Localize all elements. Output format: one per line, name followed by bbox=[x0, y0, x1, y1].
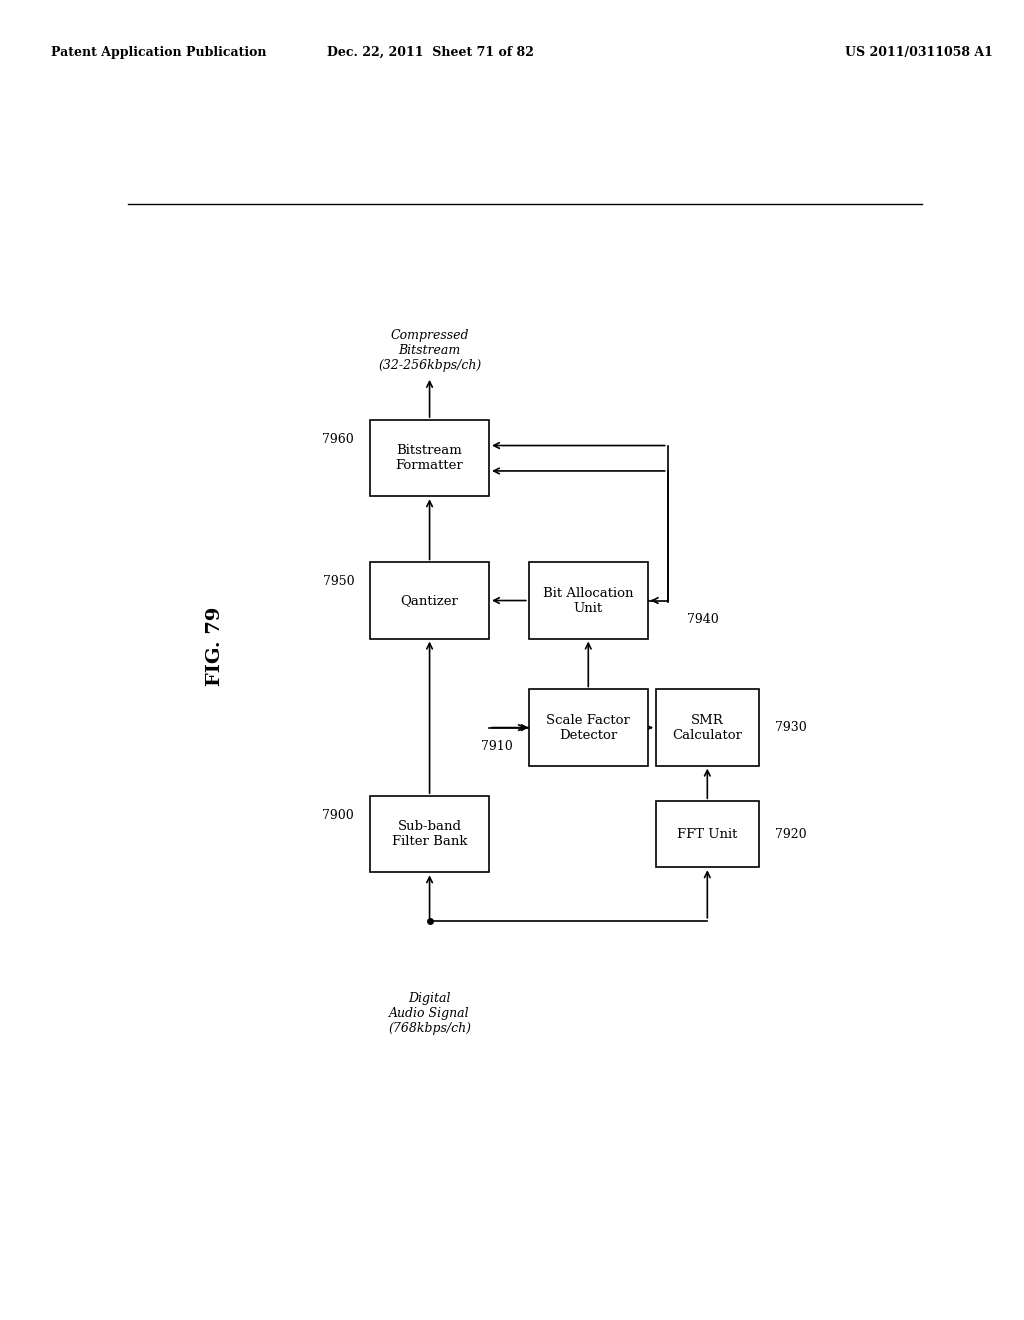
Text: 7900: 7900 bbox=[323, 809, 354, 822]
Text: 7940: 7940 bbox=[687, 612, 719, 626]
Text: Scale Factor
Detector: Scale Factor Detector bbox=[547, 714, 630, 742]
Text: Sub-band
Filter Bank: Sub-band Filter Bank bbox=[392, 820, 467, 849]
Text: Dec. 22, 2011  Sheet 71 of 82: Dec. 22, 2011 Sheet 71 of 82 bbox=[327, 46, 534, 59]
Bar bbox=[528, 689, 648, 766]
Text: US 2011/0311058 A1: US 2011/0311058 A1 bbox=[846, 46, 993, 59]
Text: Digital
Audio Signal
(768kbps/ch): Digital Audio Signal (768kbps/ch) bbox=[388, 991, 471, 1035]
Text: 7910: 7910 bbox=[481, 741, 513, 754]
Bar bbox=[370, 420, 489, 496]
Text: Patent Application Publication: Patent Application Publication bbox=[51, 46, 266, 59]
Bar bbox=[370, 796, 489, 873]
Text: Bitstream
Formatter: Bitstream Formatter bbox=[395, 445, 464, 473]
Text: 7950: 7950 bbox=[323, 576, 354, 587]
Text: Compressed
Bitstream
(32-256kbps/ch): Compressed Bitstream (32-256kbps/ch) bbox=[378, 329, 481, 372]
Text: FIG. 79: FIG. 79 bbox=[206, 607, 224, 686]
Text: Qantizer: Qantizer bbox=[400, 594, 459, 607]
Bar bbox=[655, 689, 759, 766]
Bar bbox=[528, 562, 648, 639]
Text: 7930: 7930 bbox=[775, 721, 807, 734]
Bar bbox=[370, 562, 489, 639]
Text: 7960: 7960 bbox=[323, 433, 354, 446]
Text: FFT Unit: FFT Unit bbox=[677, 828, 737, 841]
Text: 7920: 7920 bbox=[775, 828, 807, 841]
Bar bbox=[655, 801, 759, 867]
Text: SMR
Calculator: SMR Calculator bbox=[673, 714, 742, 742]
Text: Bit Allocation
Unit: Bit Allocation Unit bbox=[543, 586, 634, 615]
